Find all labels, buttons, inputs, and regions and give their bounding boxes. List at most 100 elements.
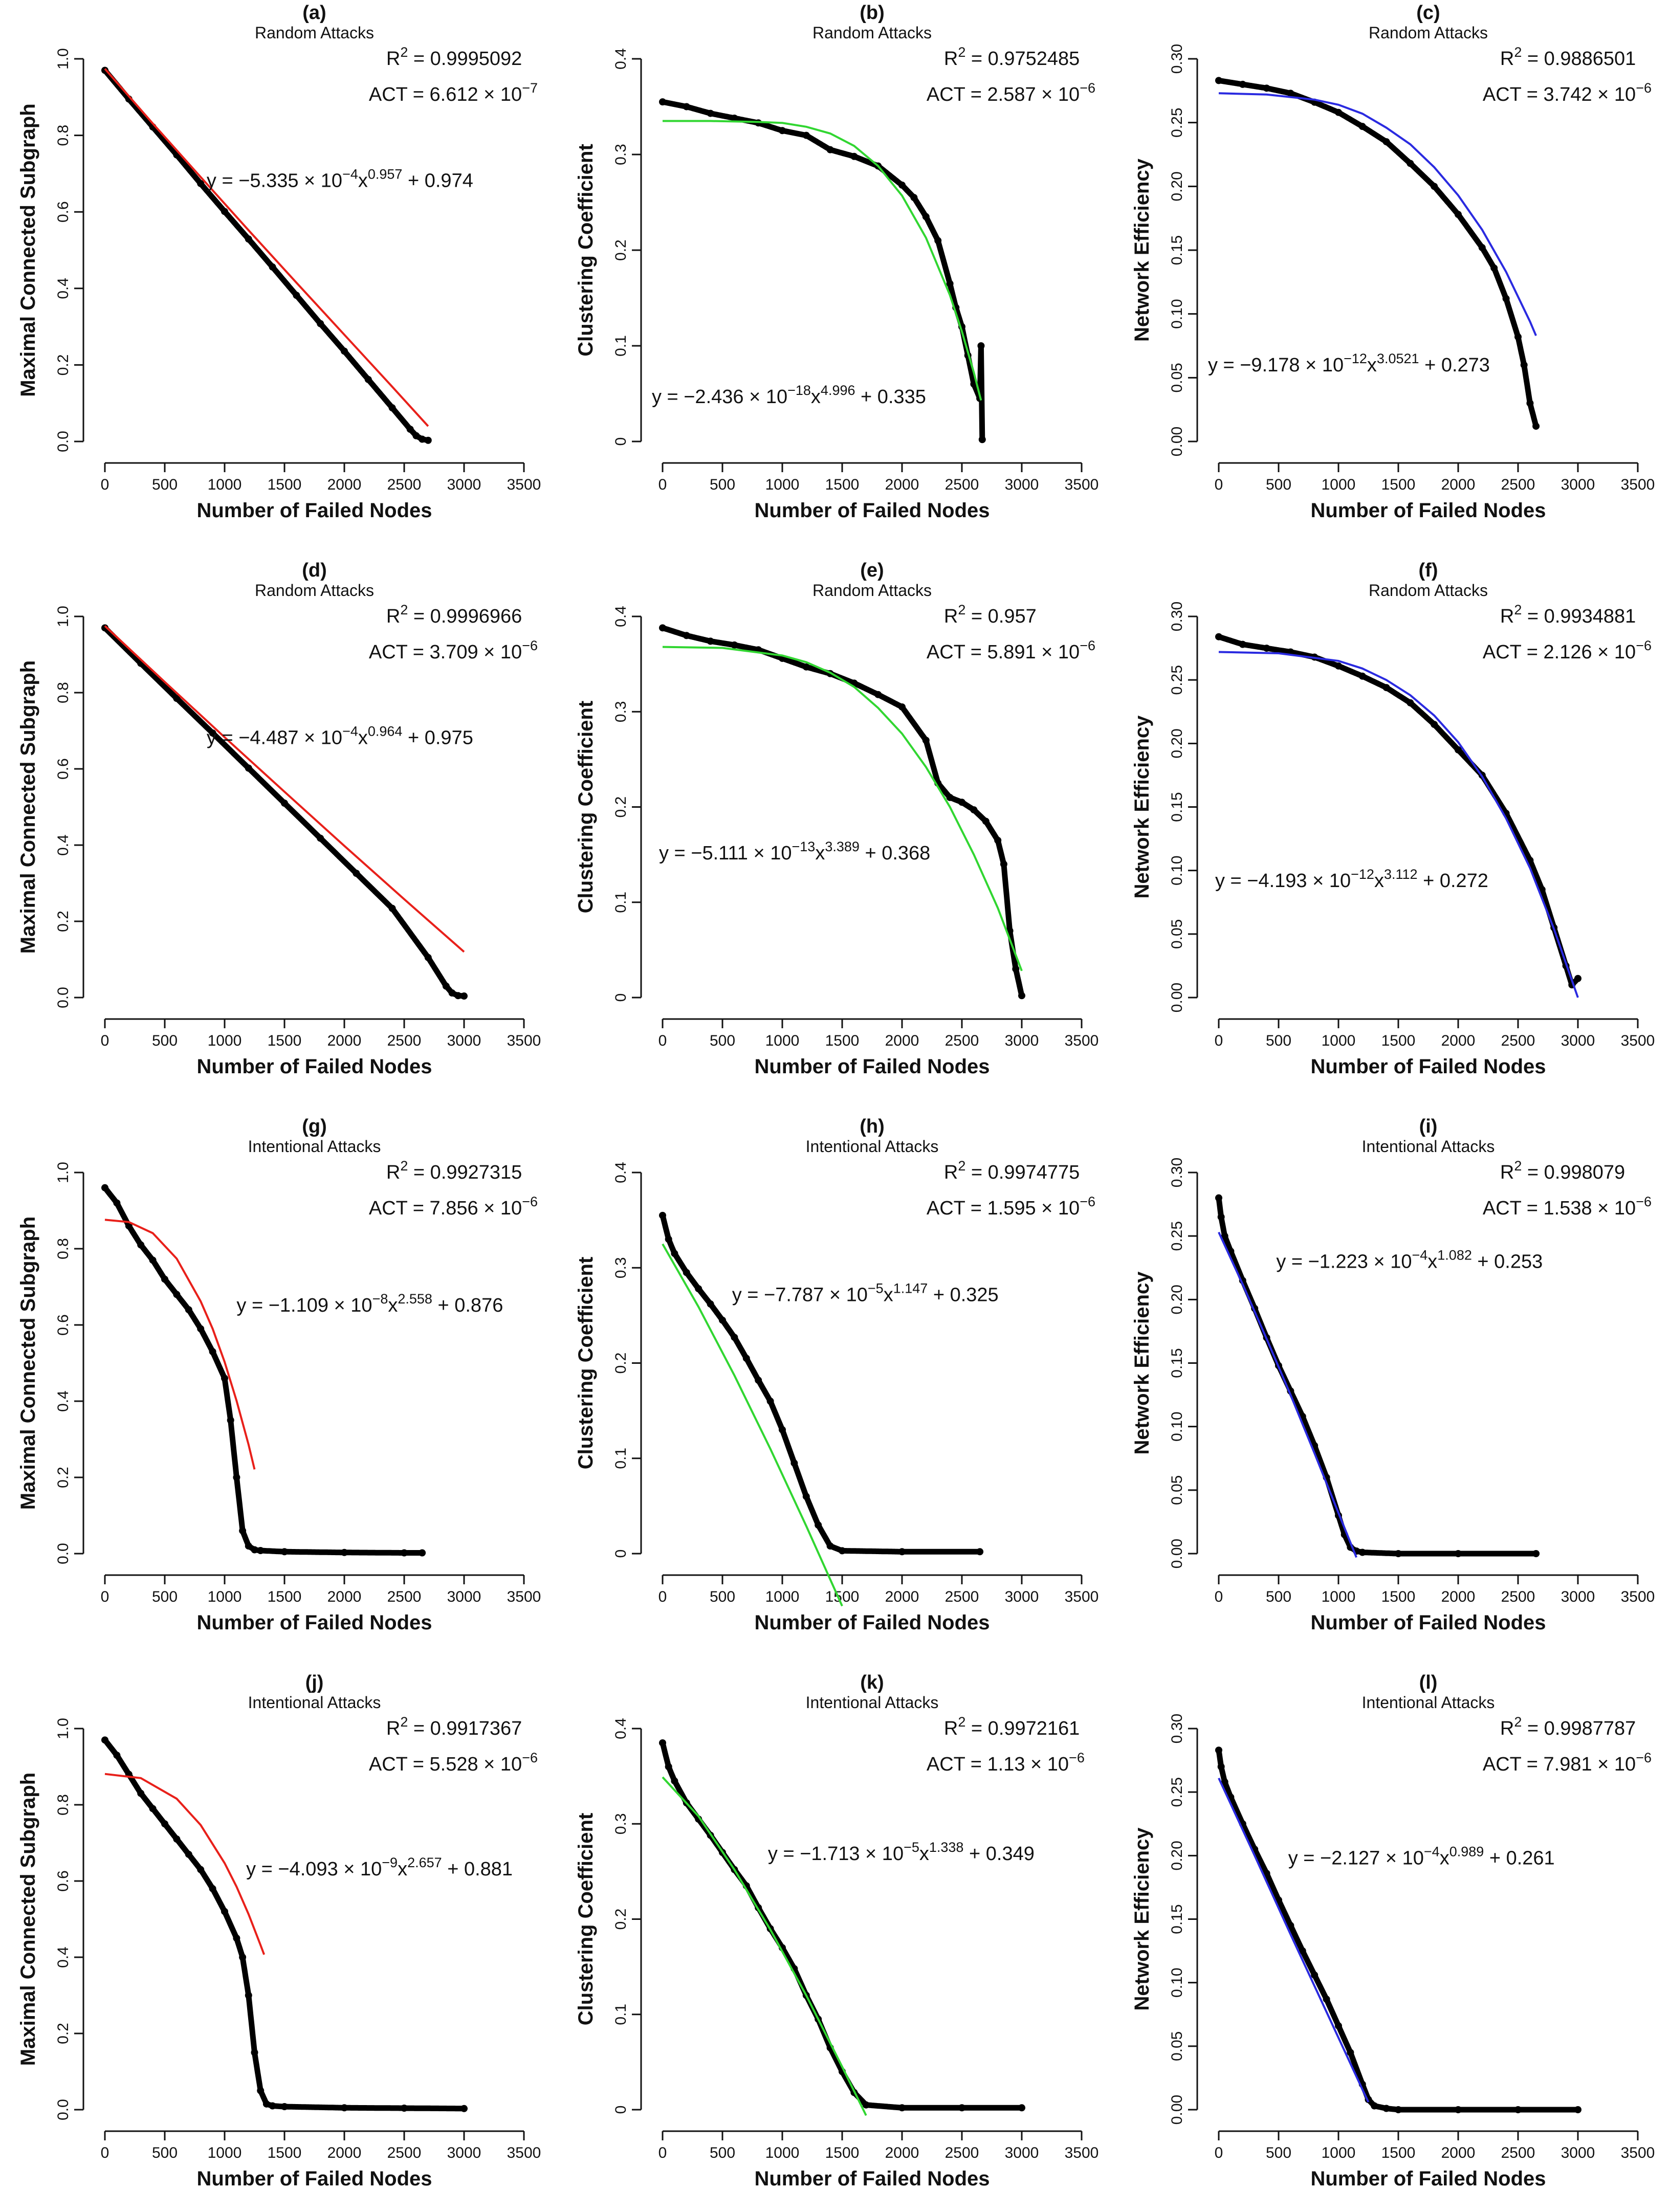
fit-equation-sup: −4: [1424, 1844, 1440, 1860]
chart-subtitle: Intentional Attacks: [806, 1693, 939, 1712]
data-point: [401, 1549, 408, 1557]
act-label-sup: −6: [522, 1750, 538, 1765]
y-axis-title: Maximal Connected Subgraph: [17, 1216, 39, 1510]
panel-label: (k): [860, 1672, 884, 1693]
data-point: [1263, 84, 1270, 92]
y-tick-label: 0.15: [1169, 1904, 1185, 1934]
r-squared-label-part: = 0.9972161: [965, 1718, 1080, 1739]
fit-curve: [662, 1776, 867, 2116]
y-tick-label: 0.10: [1169, 299, 1185, 328]
fit-equation-sup: 1.082: [1437, 1247, 1472, 1263]
y-tick-label: 0.4: [55, 278, 72, 299]
x-tick-label: 1500: [1381, 2144, 1416, 2161]
data-point: [197, 180, 205, 187]
data-point: [257, 1547, 265, 1555]
chart-panel-g: (g)Intentional Attacks 0.0 0.2 0.4 0.6 0.8 1.0…: [17, 1116, 541, 1634]
data-point: [1431, 183, 1438, 190]
x-tick-label: 3000: [1005, 1032, 1039, 1049]
r-squared-label-part: R: [944, 48, 958, 70]
r-squared-label-sup: 2: [400, 1714, 408, 1730]
data-series-line: [102, 625, 467, 999]
chart-panel-c: (c)Random Attacks 0.00 0.05 0.10 0.15 0.20 0.2…: [1131, 2, 1655, 522]
x-tick-label: 0: [1215, 1588, 1223, 1605]
x-tick-label: 500: [1266, 1032, 1291, 1049]
y-tick-label: 0.05: [1169, 363, 1185, 392]
chart-subtitle: Intentional Attacks: [1362, 1693, 1495, 1712]
fit-equation-sup: 1.338: [929, 1840, 964, 1855]
x-tick-label: 3000: [1005, 476, 1039, 493]
data-point: [209, 1348, 216, 1356]
panel-label: (c): [1416, 2, 1440, 24]
data-series: [1215, 1746, 1581, 2113]
data-point: [262, 2100, 270, 2108]
x-tick-label: 3500: [507, 2144, 541, 2161]
chart-panel-b: (b)Random Attacks 0 0.1 0.2 0.3 0.4 Clustering…: [575, 2, 1098, 522]
data-point: [1514, 333, 1522, 341]
chart-subtitle: Random Attacks: [1369, 581, 1488, 600]
x-tick-label: 1000: [1322, 1032, 1356, 1049]
y-tick-label: 0.20: [1169, 171, 1185, 201]
r-squared-label-part: R: [1500, 1162, 1514, 1183]
r-squared-label-part: R: [944, 606, 958, 627]
y-tick-label: 0.8: [55, 1794, 72, 1816]
data-point: [1335, 108, 1342, 116]
y-tick-label: 0.10: [1169, 855, 1185, 885]
data-point: [1217, 1763, 1225, 1771]
data-point: [137, 1789, 145, 1797]
x-axis-title: Number of Failed Nodes: [1310, 499, 1546, 522]
y-tick-label: 0: [612, 993, 629, 1002]
y-tick-label: 0: [612, 2106, 629, 2114]
r-squared-label-sup: 2: [958, 1714, 965, 1730]
y-axis-title: Clustering Coefficient: [575, 1257, 597, 1470]
y-tick-label: 0.3: [612, 701, 629, 722]
act-label: ACT = 7.981 × 10−6​: [1483, 1750, 1652, 1775]
data-point: [1455, 211, 1462, 218]
data-point: [1382, 684, 1390, 692]
fit-equation-sup: 0.957: [368, 167, 403, 182]
data-series-line: [1216, 1747, 1581, 2113]
x-tick-label: 1500: [825, 2144, 860, 2161]
x-tick-label: 3500: [1065, 1032, 1099, 1049]
r-squared-label-sup: 2: [400, 602, 408, 617]
data-point: [1215, 77, 1222, 84]
data-series-line: [660, 99, 985, 443]
data-point: [1431, 721, 1438, 728]
x-tick-label: 3500: [1065, 2144, 1099, 2161]
data-point: [1502, 295, 1510, 302]
y-tick-label: 0.4: [612, 606, 629, 627]
data-point: [1371, 2102, 1378, 2110]
data-point: [1018, 992, 1025, 1000]
panel-label: (h): [860, 1116, 885, 1137]
data-point: [742, 1355, 750, 1362]
fit-curve: [104, 625, 465, 953]
data-point: [826, 146, 834, 153]
act-label-sup: −6: [1636, 80, 1652, 96]
act-label-sup: −6: [1080, 638, 1095, 653]
y-tick-label: 0.4: [55, 834, 72, 856]
data-point: [1000, 860, 1007, 868]
x-tick-label: 1000: [765, 2144, 800, 2161]
x-tick-label: 3500: [1621, 1032, 1655, 1049]
x-tick-label: 1500: [1381, 1032, 1416, 1049]
chart-panel-j: (j)Intentional Attacks 0.0 0.2 0.4 0.6 0.8 1.0…: [17, 1672, 541, 2190]
y-tick-label: 0.8: [55, 125, 72, 146]
data-point: [671, 1250, 678, 1257]
chart-panel-k: (k)Intentional Attacks 0 0.1 0.2 0.3 0.4 Clust…: [575, 1672, 1098, 2190]
y-axis-title: Network Efficiency: [1131, 1827, 1153, 2011]
data-point: [125, 1222, 133, 1230]
y-tick-label: 0.30: [1169, 1158, 1185, 1187]
r-squared-label: R2​ = 0.998079: [1500, 1158, 1625, 1183]
data-series: [659, 1211, 984, 1556]
data-point: [149, 1805, 157, 1812]
fit-equation-part: x: [1374, 870, 1384, 892]
data-point: [1526, 400, 1534, 407]
data-point: [173, 1835, 181, 1843]
data-point: [707, 109, 714, 117]
r-squared-label-part: = 0.9987787: [1522, 1718, 1636, 1739]
data-point: [802, 131, 810, 139]
y-tick-label: 1.0: [55, 1718, 72, 1739]
x-tick-label: 0: [101, 1032, 109, 1049]
y-tick-label: 0.2: [55, 355, 72, 376]
fit-equation-sup: −12: [1344, 351, 1367, 366]
